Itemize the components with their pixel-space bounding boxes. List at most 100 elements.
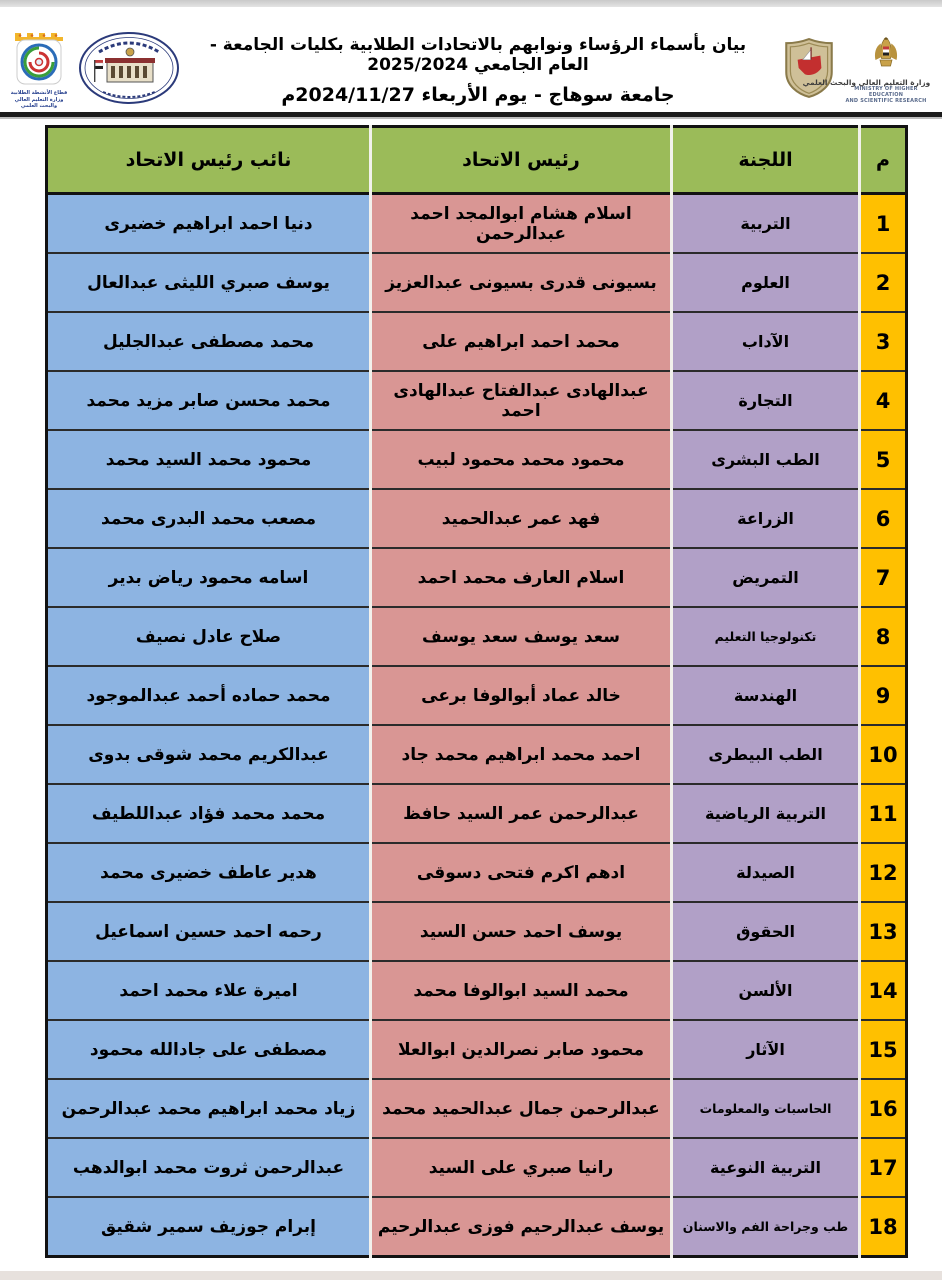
cell-number: 12 — [858, 843, 907, 902]
union-row: 8 تكنولوجيا التعليم سعد يوسف سعد يوسف صل… — [46, 607, 907, 666]
activities-logo-text-line1: قطاع الأنشطة الطلابية — [10, 89, 68, 96]
cell-president-name: عبدالرحمن عمر السيد حافظ — [369, 784, 672, 843]
cell-president-name: يوسف عبدالرحيم فوزى عبدالرحيم — [369, 1197, 672, 1257]
cell-vice-president-name: عبدالكريم محمد شوقى بدوى — [46, 725, 371, 784]
cell-president-name: بسيونى قدرى بسيونى عبدالعزيز — [369, 253, 672, 312]
cell-number: 9 — [858, 666, 907, 725]
sohag-university-seal — [74, 30, 184, 110]
union-row: 6 الزراعة فهد عمر عبدالحميد مصعب محمد ال… — [46, 489, 907, 548]
cell-committee: الصيدلة — [670, 843, 860, 902]
cell-president-name: فهد عمر عبدالحميد — [369, 489, 672, 548]
cell-president-name: اسلام هشام ابوالمجد احمد عبدالرحمن — [369, 193, 672, 253]
union-row: 5 الطب البشرى محمود محمد محمود لبيب محمو… — [46, 430, 907, 489]
table-header-row: م اللجنة رئيس الاتحاد نائب رئيس الاتحاد — [46, 126, 907, 194]
cell-number: 10 — [858, 725, 907, 784]
cell-committee: الزراعة — [670, 489, 860, 548]
cell-number: 6 — [858, 489, 907, 548]
ministry-name-english-line1: MINISTRY OF HIGHER EDUCATION — [854, 86, 918, 98]
cell-number: 8 — [858, 607, 907, 666]
university-seal-icon — [79, 32, 179, 104]
union-row: 10 الطب البيطرى احمد محمد ابراهيم محمد ج… — [46, 725, 907, 784]
ministry-name-english-line2: AND SCIENTIFIC RESEARCH — [845, 97, 927, 104]
unions-table-body: 1 التربية اسلام هشام ابوالمجد احمد عبدال… — [46, 193, 907, 1257]
cell-president-name: سعد يوسف سعد يوسف — [369, 607, 672, 666]
cell-president-name: ادهم اكرم فتحى دسوقى — [369, 843, 672, 902]
cell-number: 18 — [858, 1197, 907, 1257]
cell-number: 16 — [858, 1079, 907, 1138]
cell-president-name: عبدالهادى عبدالفتاح عبدالهادى احمد — [369, 371, 672, 430]
cell-president-name: اسلام العارف محمد احمد — [369, 548, 672, 607]
cell-number: 1 — [858, 193, 907, 253]
cell-vice-president-name: دنيا احمد ابراهيم خضيرى — [46, 193, 371, 253]
cell-president-name: يوسف احمد حسن السيد — [369, 902, 672, 961]
ministry-name-arabic: وزارة التعليم العالي والبحث العلمي — [802, 78, 931, 87]
cell-committee: الهندسة — [670, 666, 860, 725]
cell-vice-president-name: إبرام جوزيف سمير شقيق — [46, 1197, 371, 1257]
union-row: 4 التجارة عبدالهادى عبدالفتاح عبدالهادى … — [46, 371, 907, 430]
cell-vice-president-name: محمد مصطفى عبدالجليل — [46, 312, 371, 371]
cell-vice-president-name: صلاح عادل نصيف — [46, 607, 371, 666]
cell-vice-president-name: مصطفى على جادالله محمود — [46, 1020, 371, 1079]
cell-committee: الآثار — [670, 1020, 860, 1079]
cell-committee: التجارة — [670, 371, 860, 430]
cell-number: 2 — [858, 253, 907, 312]
ministry-logo-block: وزارة التعليم العالي والبحث العلمي MINIS… — [802, 36, 934, 105]
page-title-line2: جامعة سوهاج - يوم الأربعاء 2024/11/27م — [281, 83, 675, 106]
scan-edge-bottom — [0, 1271, 942, 1280]
cell-vice-president-name: هدير عاطف خضيرى محمد — [46, 843, 371, 902]
cell-vice-president-name: عبدالرحمن ثروت محمد ابوالدهب — [46, 1138, 371, 1197]
union-row: 15 الآثار محمود صابر نصرالدين ابوالعلا م… — [46, 1020, 907, 1079]
cell-number: 4 — [858, 371, 907, 430]
header-divider-rule — [0, 112, 942, 119]
cell-committee: طب وجراحة الفم والاسنان — [670, 1197, 860, 1257]
unions-table: م اللجنة رئيس الاتحاد نائب رئيس الاتحاد … — [45, 125, 908, 1258]
cell-vice-president-name: زياد محمد ابراهيم محمد عبدالرحمن — [46, 1079, 371, 1138]
cell-vice-president-name: اميرة علاء محمد احمد — [46, 961, 371, 1020]
cell-committee: تكنولوجيا التعليم — [670, 607, 860, 666]
shield-icon — [785, 37, 833, 99]
activities-logo-text-line2: وزارة التعليم العالي والبحث العلمي — [14, 96, 64, 110]
cell-vice-president-name: محمد حماده أحمد عبدالموجود — [46, 666, 371, 725]
student-activities-logo: قطاع الأنشطة الطلابية وزارة التعليم العا… — [8, 31, 70, 110]
cell-number: 11 — [858, 784, 907, 843]
cell-number: 7 — [858, 548, 907, 607]
cell-committee: الطب البيطرى — [670, 725, 860, 784]
union-row: 2 العلوم بسيونى قدرى بسيونى عبدالعزيز يو… — [46, 253, 907, 312]
cell-president-name: محمود صابر نصرالدين ابوالعلا — [369, 1020, 672, 1079]
cell-number: 15 — [858, 1020, 907, 1079]
cell-committee: الطب البشرى — [670, 430, 860, 489]
union-row: 1 التربية اسلام هشام ابوالمجد احمد عبدال… — [46, 193, 907, 253]
union-row: 14 الألسن محمد السيد ابوالوفا محمد اميرة… — [46, 961, 907, 1020]
cell-committee: الحقوق — [670, 902, 860, 961]
cell-committee: الآداب — [670, 312, 860, 371]
document-header: وزارة التعليم العالي والبحث العلمي MINIS… — [0, 24, 942, 116]
cell-president-name: احمد محمد ابراهيم محمد جاد — [369, 725, 672, 784]
scan-edge-top — [0, 0, 942, 7]
union-row: 12 الصيدلة ادهم اكرم فتحى دسوقى هدير عاط… — [46, 843, 907, 902]
union-row: 18 طب وجراحة الفم والاسنان يوسف عبدالرحي… — [46, 1197, 907, 1257]
cell-vice-president-name: اسامه محمود رياض بدير — [46, 548, 371, 607]
union-row: 7 التمريض اسلام العارف محمد احمد اسامه م… — [46, 548, 907, 607]
cell-vice-president-name: رحمه احمد حسين اسماعيل — [46, 902, 371, 961]
union-row: 9 الهندسة خالد عماد أبوالوفا برعى محمد ح… — [46, 666, 907, 725]
cell-number: 14 — [858, 961, 907, 1020]
cell-president-name: خالد عماد أبوالوفا برعى — [369, 666, 672, 725]
cell-vice-president-name: مصعب محمد البدرى محمد — [46, 489, 371, 548]
col-header-committee: اللجنة — [670, 126, 860, 194]
cell-number: 3 — [858, 312, 907, 371]
cell-number: 5 — [858, 430, 907, 489]
cell-vice-president-name: محمد محمد فؤاد عبداللطيف — [46, 784, 371, 843]
union-row: 3 الآداب محمد احمد ابراهيم على محمد مصطف… — [46, 312, 907, 371]
cell-committee: التربية — [670, 193, 860, 253]
page-title: بيان بأسماء الرؤساء ونوابهم بالاتحادات ا… — [190, 35, 766, 106]
col-header-num: م — [858, 126, 907, 194]
student-union-shield-logo — [780, 37, 838, 103]
union-row: 16 الحاسبات والمعلومات عبدالرحمن جمال عب… — [46, 1079, 907, 1138]
cell-vice-president-name: يوسف صبري الليثى عبدالعال — [46, 253, 371, 312]
cell-vice-president-name: محمود محمد السيد محمد — [46, 430, 371, 489]
cell-committee: العلوم — [670, 253, 860, 312]
union-row: 17 التربية النوعية رانيا صبري على السيد … — [46, 1138, 907, 1197]
cell-number: 13 — [858, 902, 907, 961]
cell-president-name: محمود محمد محمود لبيب — [369, 430, 672, 489]
